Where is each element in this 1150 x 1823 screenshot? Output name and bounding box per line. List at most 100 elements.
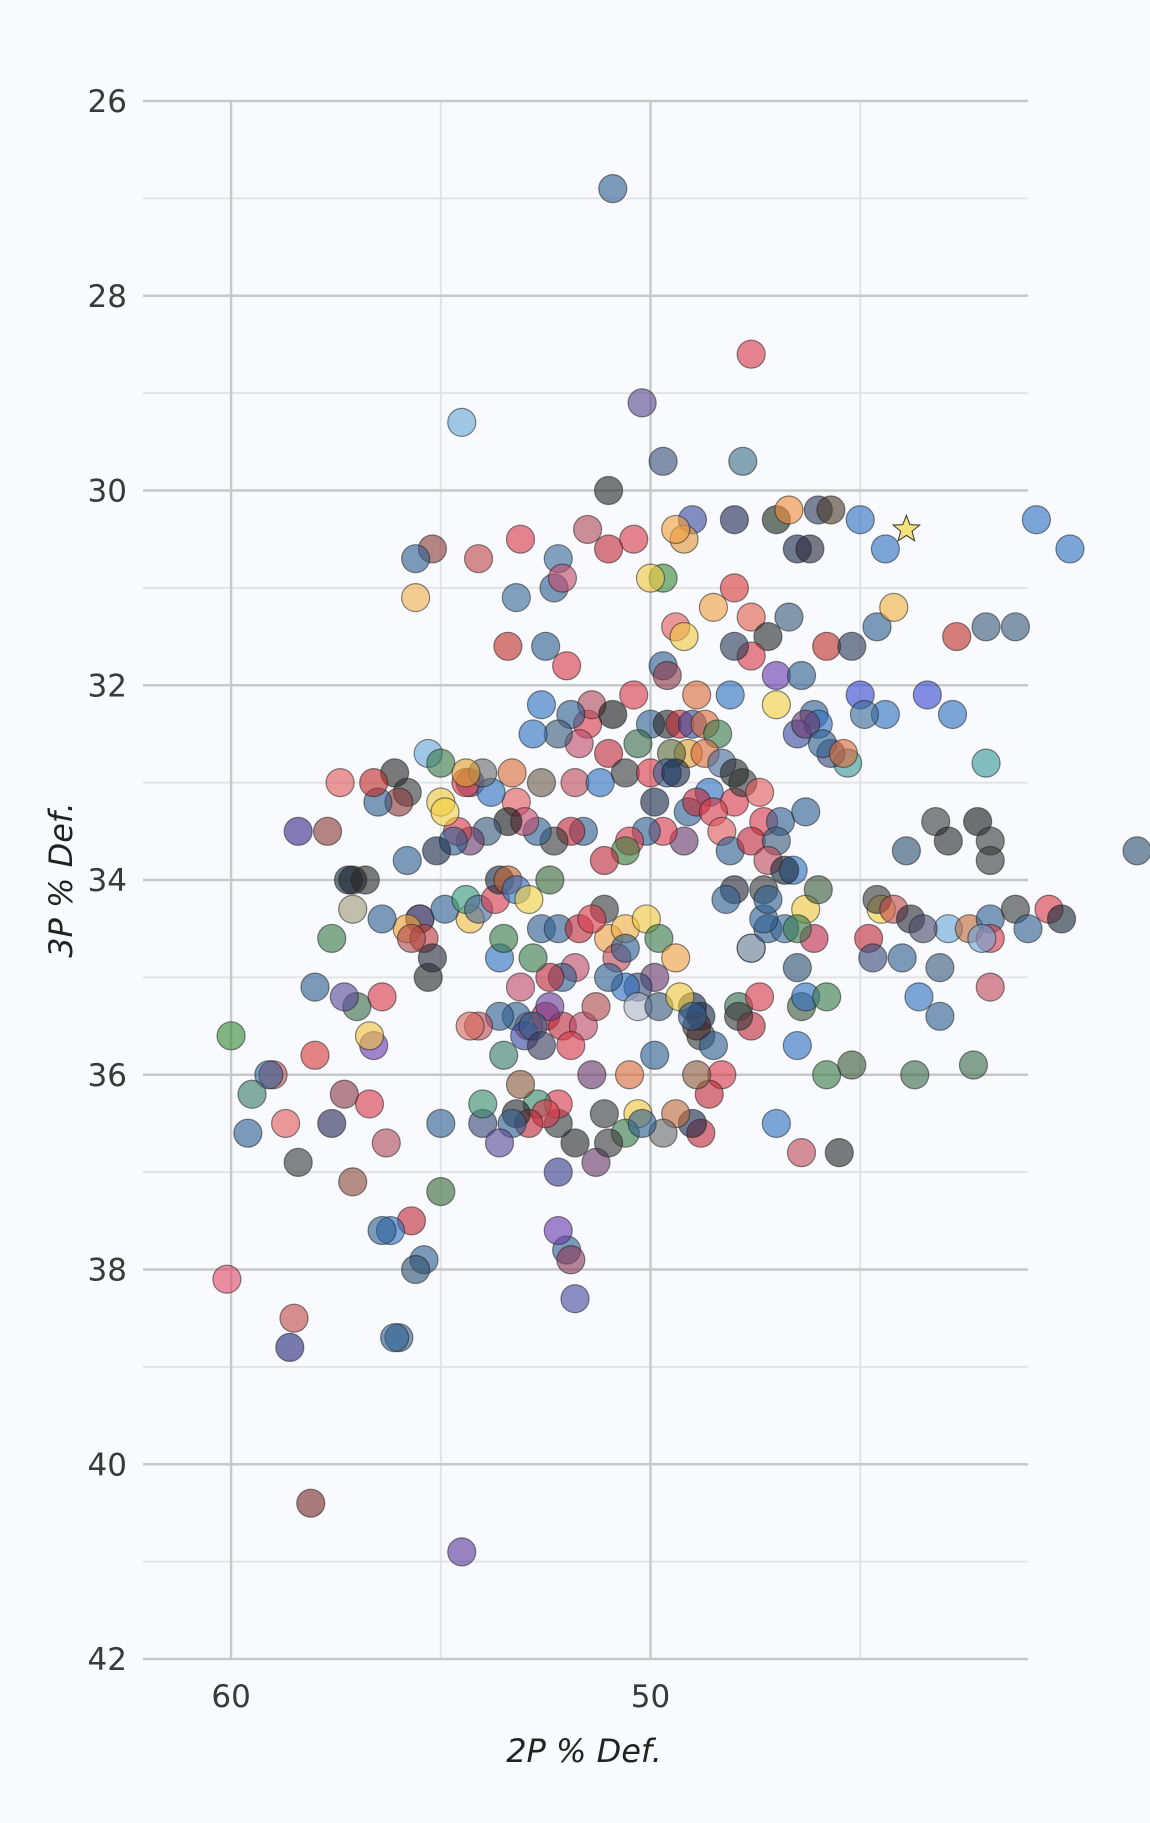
x-axis-title: 2P % Def. — [506, 1732, 662, 1770]
scatter-point — [661, 514, 691, 545]
scatter-point — [627, 388, 657, 418]
scatter-point — [501, 583, 531, 613]
scatter-point — [455, 1011, 485, 1041]
scatter-point — [812, 631, 842, 661]
scatter-point — [296, 1488, 326, 1518]
x-tick-label: 60 — [211, 1679, 250, 1715]
scatter-point — [904, 982, 934, 1012]
scatter-point — [761, 660, 791, 691]
scatter-point — [233, 1118, 263, 1148]
scatter-point — [447, 407, 477, 437]
scatter-point — [627, 1108, 657, 1139]
scatter-point — [610, 933, 640, 963]
scatter-point — [535, 991, 565, 1022]
scatter-point — [723, 1001, 754, 1031]
scatter-point — [572, 514, 603, 545]
scatter-point — [556, 1030, 586, 1061]
scatter-point — [283, 816, 313, 846]
scatter-point — [845, 505, 875, 535]
scatter-point — [560, 1128, 590, 1158]
scatter-point — [791, 797, 821, 827]
scatter-point — [908, 914, 938, 944]
scatter-point — [589, 1099, 619, 1129]
scatter-point — [736, 339, 766, 369]
scatter-point — [317, 1108, 347, 1139]
scatter-point — [426, 1108, 456, 1139]
scatter-point — [744, 777, 775, 807]
scatter-point — [870, 534, 900, 564]
scatter-point — [338, 1167, 368, 1197]
scatter-point — [212, 1264, 242, 1294]
scatter-point — [526, 768, 557, 798]
scatter-point — [677, 1001, 708, 1031]
scatter-point — [468, 1089, 498, 1119]
scatter-point — [271, 1108, 301, 1139]
scatter-point — [652, 660, 682, 691]
scatter-point — [975, 845, 1005, 876]
scatter-point — [547, 563, 578, 593]
scatter-point — [719, 573, 749, 603]
data-points — [212, 174, 1150, 1567]
scatter-point — [640, 787, 670, 817]
scatter-point — [791, 709, 821, 739]
scatter-point — [837, 1050, 867, 1080]
scatter-point — [577, 904, 607, 934]
scatter-point — [585, 768, 615, 798]
scatter-point — [736, 933, 766, 963]
scatter-point — [891, 836, 921, 866]
scatter-point — [505, 524, 536, 554]
scatter-point — [426, 1176, 456, 1207]
scatter-point — [593, 534, 624, 564]
scatter-point — [816, 495, 846, 525]
y-tick-label: 36 — [88, 1058, 127, 1094]
scatter-point — [300, 972, 330, 1002]
scatter-point — [925, 1001, 955, 1031]
scatter-point — [329, 1079, 359, 1109]
scatter-point — [505, 1069, 536, 1100]
scatter-point — [593, 1128, 624, 1158]
scatter-point — [279, 1303, 309, 1333]
scatter-point — [401, 583, 431, 613]
scatter-point — [900, 1060, 930, 1090]
scatter-point — [396, 923, 427, 954]
scatter-point — [426, 748, 456, 778]
scatter-point — [824, 1138, 854, 1168]
scatter-point — [795, 534, 825, 564]
scatter-point — [447, 1537, 477, 1567]
scatter-point — [786, 1138, 817, 1168]
scatter-point — [497, 758, 527, 788]
scatter-point — [593, 475, 624, 506]
scatter-point — [682, 680, 712, 710]
y-tick-label: 26 — [88, 84, 127, 120]
scatter-point — [648, 446, 678, 476]
scatter-point — [711, 884, 741, 915]
scatter-point — [1021, 505, 1051, 535]
scatter-point — [698, 1030, 729, 1061]
scatter-point — [971, 612, 1001, 642]
scatter-point — [1000, 612, 1031, 642]
scatter-point — [556, 1245, 586, 1275]
scatter-point — [698, 592, 729, 622]
scatter-point — [635, 563, 666, 593]
scatter-point — [619, 680, 649, 710]
scatter-point — [367, 904, 397, 934]
y-tick-label: 28 — [88, 279, 127, 315]
scatter-point — [552, 651, 582, 681]
scatter-point — [862, 612, 892, 642]
scatter-point — [237, 1079, 267, 1109]
scatter-point — [216, 1021, 246, 1051]
scatter-point — [736, 602, 766, 632]
scatter-point — [761, 690, 791, 720]
scatter-point — [933, 826, 963, 856]
scatter-point — [786, 660, 817, 691]
scatter-point — [774, 495, 804, 525]
scatter-point — [329, 982, 359, 1012]
scatter-point — [761, 1108, 791, 1139]
scatter-point — [837, 631, 867, 661]
scatter-point — [598, 174, 628, 204]
scatter-point — [254, 1060, 284, 1090]
scatter-point — [401, 544, 431, 574]
scatter-point — [849, 699, 880, 730]
scatter-point — [1055, 534, 1085, 564]
